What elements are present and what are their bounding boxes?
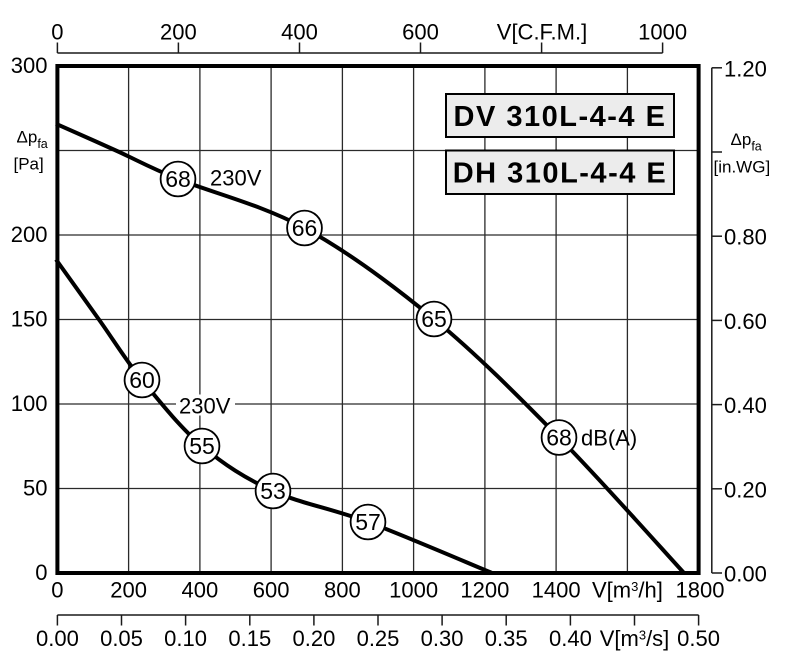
svg-text:V[C.F.M.]: V[C.F.M.] xyxy=(497,20,587,45)
svg-text:53: 53 xyxy=(260,478,286,504)
svg-text:0.00: 0.00 xyxy=(724,562,767,587)
svg-text:65: 65 xyxy=(421,306,447,332)
svg-text:0.60: 0.60 xyxy=(724,309,767,334)
svg-text:0: 0 xyxy=(51,20,63,45)
svg-text:68: 68 xyxy=(546,425,572,451)
svg-text:150: 150 xyxy=(11,306,48,331)
svg-text:0: 0 xyxy=(51,577,63,602)
svg-text:1200: 1200 xyxy=(460,577,509,602)
svg-text:[Pa]: [Pa] xyxy=(14,155,44,174)
svg-text:0.25: 0.25 xyxy=(357,626,400,651)
svg-text:0: 0 xyxy=(35,560,47,585)
svg-text:200: 200 xyxy=(160,20,197,45)
svg-text:0.35: 0.35 xyxy=(485,626,528,651)
svg-text:300: 300 xyxy=(11,53,48,78)
svg-text:0.20: 0.20 xyxy=(292,626,335,651)
svg-text:0.40: 0.40 xyxy=(724,393,767,418)
svg-text:0.20: 0.20 xyxy=(724,477,767,502)
svg-text:0.30: 0.30 xyxy=(421,626,464,651)
svg-text:DV 310L-4-4 E: DV 310L-4-4 E xyxy=(454,101,667,133)
svg-text:0.50: 0.50 xyxy=(677,626,720,651)
svg-text:V[m3/h]: V[m3/h] xyxy=(592,577,663,602)
svg-text:230V: 230V xyxy=(179,393,231,418)
svg-text:1.20: 1.20 xyxy=(724,56,767,81)
svg-text:1800: 1800 xyxy=(676,577,725,602)
svg-text:200: 200 xyxy=(110,577,147,602)
svg-text:V[m3/s]: V[m3/s] xyxy=(600,626,670,651)
svg-text:600: 600 xyxy=(402,20,439,45)
svg-text:800: 800 xyxy=(324,577,361,602)
svg-text:55: 55 xyxy=(189,433,215,459)
svg-text:60: 60 xyxy=(129,367,155,393)
svg-text:0.15: 0.15 xyxy=(228,626,271,651)
svg-text:1000: 1000 xyxy=(638,20,687,45)
svg-text:57: 57 xyxy=(355,509,381,535)
svg-text:DH 310L-4-4 E: DH 310L-4-4 E xyxy=(453,158,668,190)
svg-text:1400: 1400 xyxy=(532,577,581,602)
svg-text:1000: 1000 xyxy=(389,577,438,602)
svg-text:50: 50 xyxy=(23,475,47,500)
svg-text:68: 68 xyxy=(165,166,191,192)
svg-text:0.10: 0.10 xyxy=(164,626,207,651)
svg-text:[in.WG]: [in.WG] xyxy=(714,157,771,176)
svg-text:600: 600 xyxy=(253,577,290,602)
svg-text:0.40: 0.40 xyxy=(549,626,592,651)
svg-text:dB(A): dB(A) xyxy=(581,426,637,451)
svg-text:0.05: 0.05 xyxy=(100,626,143,651)
svg-text:0.00: 0.00 xyxy=(36,626,79,651)
svg-text:230V: 230V xyxy=(210,165,262,190)
svg-text:400: 400 xyxy=(281,20,318,45)
svg-text:0.80: 0.80 xyxy=(724,225,767,250)
svg-text:200: 200 xyxy=(11,222,48,247)
svg-text:66: 66 xyxy=(292,215,318,241)
svg-text:100: 100 xyxy=(11,391,48,416)
svg-text:400: 400 xyxy=(182,577,219,602)
